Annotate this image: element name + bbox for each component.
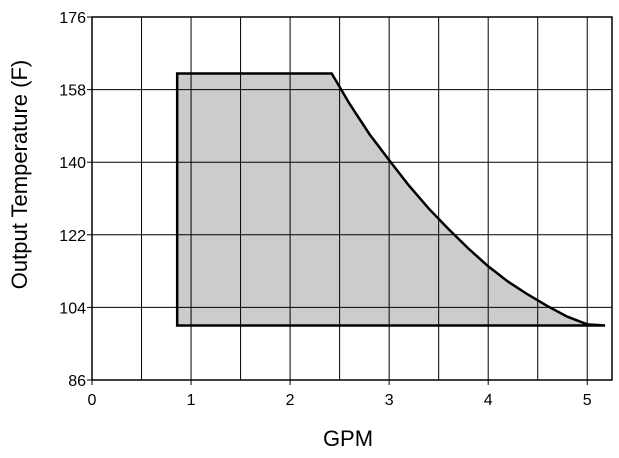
y-tick-label: 86 [68, 373, 86, 390]
y-tick-label: 122 [59, 228, 86, 245]
x-tick-label: 2 [286, 392, 295, 409]
operating-region-fill [177, 73, 606, 326]
x-tick-label: 3 [385, 392, 394, 409]
y-tick-label: 176 [59, 10, 86, 27]
y-axis-title: Output Temperature (F) [7, 60, 32, 289]
y-tick-label: 104 [59, 300, 86, 317]
operating-region-outline [175, 72, 606, 327]
plot-frame [91, 16, 613, 381]
y-tick-label: 140 [59, 155, 86, 172]
x-tick-label: 0 [88, 392, 97, 409]
x-tick-label: 5 [583, 392, 592, 409]
x-axis-title: GPM [323, 426, 373, 451]
x-tick-label: 4 [484, 392, 493, 409]
x-tick-label: 1 [187, 392, 196, 409]
y-tick-label: 158 [59, 83, 86, 100]
